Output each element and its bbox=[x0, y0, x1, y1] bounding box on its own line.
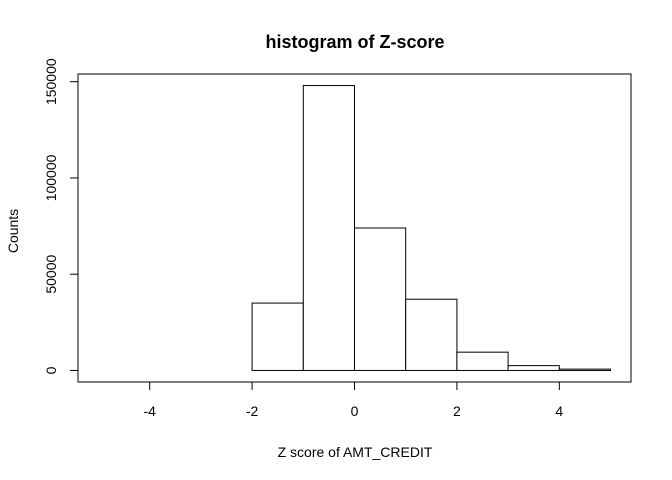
y-tick-label: 0 bbox=[43, 366, 59, 374]
histogram-bar bbox=[456, 351, 509, 371]
x-tick-label: 0 bbox=[351, 403, 359, 419]
histogram-bar bbox=[507, 365, 560, 371]
y-tick-label: 150000 bbox=[43, 58, 59, 105]
x-tick-label: -4 bbox=[143, 403, 156, 419]
x-tick-label: 2 bbox=[453, 403, 461, 419]
y-tick-label: 100000 bbox=[43, 154, 59, 201]
x-tick-label: 4 bbox=[555, 403, 563, 419]
histogram-bar bbox=[354, 227, 407, 371]
x-tick-label: -2 bbox=[246, 403, 259, 419]
histogram-bar bbox=[251, 302, 304, 371]
x-axis-label: Z score of AMT_CREDIT bbox=[278, 444, 433, 460]
histogram-bar bbox=[405, 298, 458, 371]
y-tick-label: 50000 bbox=[43, 255, 59, 294]
y-axis-label: Counts bbox=[5, 209, 21, 253]
chart-title: histogram of Z-score bbox=[265, 32, 444, 52]
x-axis: -4 -2 0 2 4 bbox=[143, 381, 563, 419]
y-axis: 0 50000 100000 150000 bbox=[43, 58, 79, 374]
histogram-bar bbox=[302, 85, 355, 371]
bars-group bbox=[251, 85, 612, 371]
histogram-bar bbox=[558, 368, 612, 371]
